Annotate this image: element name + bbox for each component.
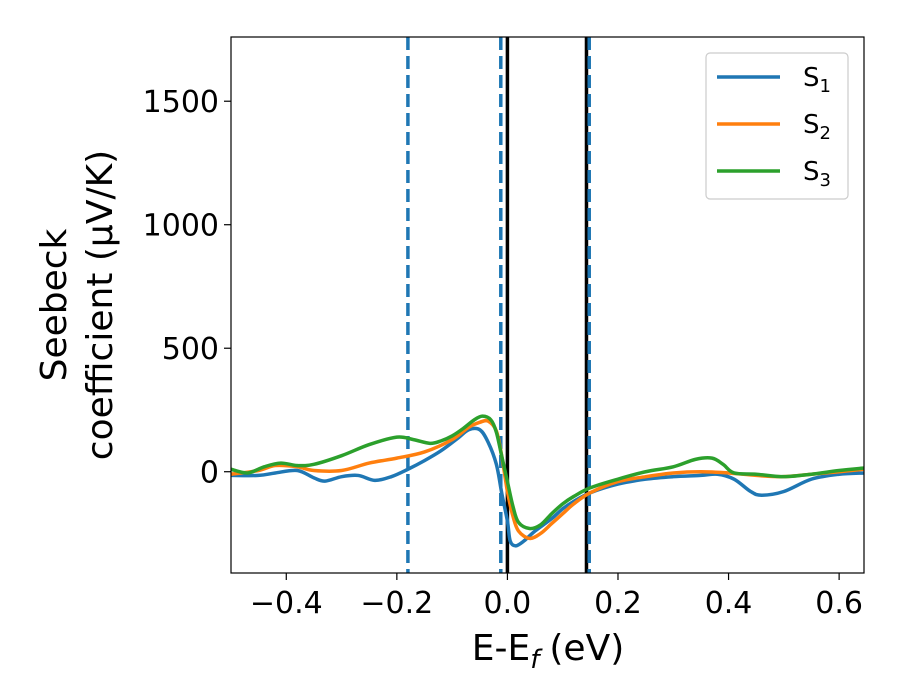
- x-tick-label: 0.6: [815, 586, 863, 621]
- x-axis-label: E-Ef (eV): [472, 628, 625, 675]
- legend-label-s2: S2: [803, 110, 831, 144]
- series-line-s1: [231, 426, 864, 548]
- series-lines: [231, 414, 864, 548]
- y-tick-label: 1000: [143, 209, 219, 244]
- x-tick-label: 0.0: [484, 586, 532, 621]
- series-line-s2: [231, 418, 864, 541]
- y-axis-label: Seebeck coefficient (μV/K): [34, 150, 121, 460]
- y-tick-label: 0: [200, 456, 219, 491]
- x-axis-label-unit: (eV): [549, 628, 624, 669]
- x-tick-label: −0.4: [250, 586, 323, 621]
- x-tick-label: 0.2: [594, 586, 642, 621]
- legend-frame: [705, 52, 849, 200]
- x-tick-label: −0.2: [360, 586, 433, 621]
- legend-label-s3: S3: [803, 157, 831, 191]
- y-tick-label: 500: [162, 332, 219, 367]
- x-axis-ticks: −0.4 −0.2 0.0 0.2 0.4 0.6: [250, 573, 863, 621]
- series-line-s3: [231, 414, 864, 531]
- legend: S1 S2 S3: [705, 52, 849, 200]
- plot-frame: [230, 36, 865, 574]
- legend-label-s1: S1: [803, 63, 831, 97]
- x-tick-label: 0.4: [705, 586, 753, 621]
- y-axis-label-line2: coefficient (μV/K): [80, 150, 121, 460]
- y-tick-label: 1500: [143, 85, 219, 120]
- y-axis-label-line1: Seebeck: [34, 228, 75, 381]
- y-axis-ticks: 0 500 1000 1500: [143, 85, 231, 491]
